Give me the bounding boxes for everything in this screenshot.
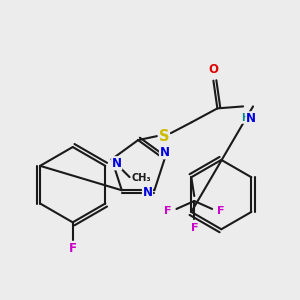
Text: S: S [159, 129, 169, 144]
Text: N: N [246, 112, 256, 125]
Text: CH₃: CH₃ [131, 173, 151, 183]
Text: N: N [142, 186, 152, 199]
Text: O: O [208, 63, 218, 76]
Text: N: N [112, 157, 122, 170]
Text: H: H [241, 113, 249, 123]
Text: F: F [217, 206, 225, 216]
Text: N: N [160, 146, 170, 159]
Text: F: F [69, 242, 77, 255]
Text: F: F [190, 223, 198, 233]
Text: F: F [164, 206, 171, 216]
